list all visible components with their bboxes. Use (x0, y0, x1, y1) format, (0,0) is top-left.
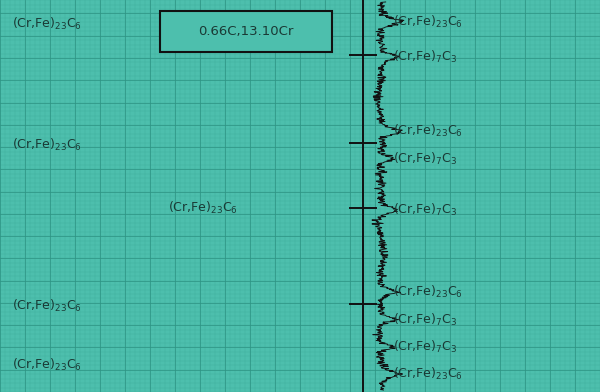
Text: (Cr,Fe)$_{7}$C$_{3}$: (Cr,Fe)$_{7}$C$_{3}$ (393, 49, 457, 65)
Text: (Cr,Fe)$_{7}$C$_{3}$: (Cr,Fe)$_{7}$C$_{3}$ (393, 151, 457, 167)
Text: (Cr,Fe)$_{23}$C$_{6}$: (Cr,Fe)$_{23}$C$_{6}$ (393, 366, 463, 383)
Text: (Cr,Fe)$_{23}$C$_{6}$: (Cr,Fe)$_{23}$C$_{6}$ (12, 137, 82, 153)
Text: (Cr,Fe)$_{23}$C$_{6}$: (Cr,Fe)$_{23}$C$_{6}$ (12, 15, 82, 32)
Text: (Cr,Fe)$_{7}$C$_{3}$: (Cr,Fe)$_{7}$C$_{3}$ (393, 339, 457, 355)
Text: (Cr,Fe)$_{23}$C$_{6}$: (Cr,Fe)$_{23}$C$_{6}$ (393, 13, 463, 30)
Text: (Cr,Fe)$_{7}$C$_{3}$: (Cr,Fe)$_{7}$C$_{3}$ (393, 311, 457, 328)
FancyBboxPatch shape (160, 11, 332, 52)
Text: 0.66C,13.10Cr: 0.66C,13.10Cr (199, 25, 293, 38)
Text: (Cr,Fe)$_{23}$C$_{6}$: (Cr,Fe)$_{23}$C$_{6}$ (168, 200, 238, 216)
Text: (Cr,Fe)$_{23}$C$_{6}$: (Cr,Fe)$_{23}$C$_{6}$ (393, 284, 463, 300)
Text: (Cr,Fe)$_{23}$C$_{6}$: (Cr,Fe)$_{23}$C$_{6}$ (12, 356, 82, 373)
Text: (Cr,Fe)$_{23}$C$_{6}$: (Cr,Fe)$_{23}$C$_{6}$ (12, 298, 82, 314)
Text: (Cr,Fe)$_{23}$C$_{6}$: (Cr,Fe)$_{23}$C$_{6}$ (393, 123, 463, 140)
Text: (Cr,Fe)$_{7}$C$_{3}$: (Cr,Fe)$_{7}$C$_{3}$ (393, 201, 457, 218)
